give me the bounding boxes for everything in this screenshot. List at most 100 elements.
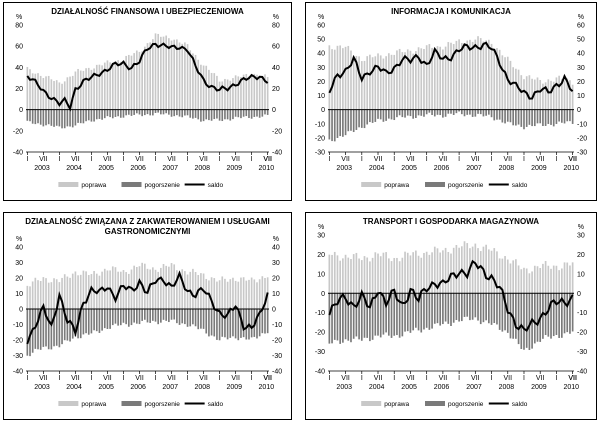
y-tick-right: 80 — [272, 23, 280, 30]
bar-poprawa — [98, 64, 101, 110]
bar-poprawa — [200, 273, 202, 309]
x-tick-month: VII — [199, 156, 208, 163]
bar-poprawa — [358, 258, 360, 294]
bar-poprawa — [409, 255, 412, 294]
bar-poprawa — [47, 282, 50, 309]
legend-swatch-pogorszenie — [121, 401, 142, 406]
bar-poprawa — [501, 258, 504, 294]
y-unit-right: % — [273, 236, 279, 243]
bar-pogorszenie — [482, 293, 485, 323]
bar-pogorszenie — [138, 109, 141, 115]
bar-pogorszenie — [479, 109, 482, 115]
bar-pogorszenie — [85, 309, 87, 334]
bar-poprawa — [488, 249, 490, 294]
bar-pogorszenie — [350, 293, 352, 343]
bar-pogorszenie — [512, 109, 515, 126]
bar-poprawa — [442, 250, 444, 294]
bar-poprawa — [103, 62, 106, 110]
bar-pogorszenie — [208, 309, 210, 337]
bar-pogorszenie — [144, 109, 146, 116]
bar-poprawa — [398, 48, 401, 110]
x-tick-month: VII — [471, 156, 480, 163]
bar-pogorszenie — [385, 109, 387, 121]
bar-poprawa — [558, 75, 560, 110]
bar-pogorszenie — [213, 309, 216, 337]
x-year-label: 2008 — [194, 384, 210, 391]
bar-poprawa — [401, 52, 404, 110]
bar-poprawa — [149, 42, 151, 110]
y-unit-left: % — [318, 14, 324, 21]
bar-poprawa — [194, 272, 197, 309]
bar-poprawa — [192, 53, 194, 110]
x-tick-month: VII — [103, 156, 112, 163]
y-tick-left: -30 — [315, 150, 325, 157]
bar-poprawa — [37, 73, 39, 110]
bar-poprawa — [186, 44, 189, 110]
bar-pogorszenie — [258, 309, 261, 337]
bar-poprawa — [539, 79, 542, 110]
bar-pogorszenie — [248, 109, 250, 119]
bar-pogorszenie — [387, 293, 390, 336]
bar-pogorszenie — [409, 293, 412, 333]
bar-poprawa — [436, 46, 439, 110]
bar-pogorszenie — [117, 309, 119, 326]
x-year-label: 2009 — [226, 165, 242, 172]
bar-pogorszenie — [242, 109, 245, 117]
chart-title: INFORMACJA I KOMUNIKACJA — [391, 7, 511, 16]
bar-poprawa — [111, 63, 114, 110]
bar-pogorszenie — [122, 309, 125, 323]
bar-pogorszenie — [498, 109, 501, 120]
bar-poprawa — [176, 39, 178, 110]
bar-pogorszenie — [447, 293, 450, 324]
bar-pogorszenie — [101, 309, 103, 331]
bar-pogorszenie — [498, 293, 501, 330]
bar-pogorszenie — [26, 309, 29, 356]
bar-poprawa — [423, 252, 425, 294]
x-tick-month: VII — [341, 375, 350, 382]
y-tick-right: -30 — [577, 150, 587, 157]
chart-title: GASTRONOMICZNYMI — [105, 227, 191, 236]
bar-pogorszenie — [186, 109, 189, 116]
bar-pogorszenie — [168, 109, 170, 115]
bar-pogorszenie — [523, 109, 525, 130]
x-tick-month: I — [90, 156, 92, 163]
bar-pogorszenie — [466, 293, 469, 317]
y-tick-right: 30 — [577, 233, 585, 240]
bar-poprawa — [550, 268, 552, 294]
bar-poprawa — [390, 54, 393, 110]
x-tick-month: VII — [536, 156, 545, 163]
bar-pogorszenie — [111, 109, 114, 119]
bar-poprawa — [71, 273, 74, 309]
bar-pogorszenie — [382, 293, 385, 335]
bar-poprawa — [119, 271, 122, 309]
bar-poprawa — [165, 265, 168, 309]
bar-poprawa — [474, 39, 477, 110]
bar-pogorszenie — [127, 109, 130, 115]
bar-poprawa — [258, 77, 261, 110]
y-tick-right: 0 — [577, 107, 581, 114]
y-tick-left: 0 — [19, 107, 23, 114]
bar-pogorszenie — [224, 109, 226, 120]
bar-poprawa — [404, 251, 406, 294]
bar-poprawa — [261, 75, 264, 110]
x-tick-month: I — [361, 375, 363, 382]
bar-poprawa — [366, 56, 369, 110]
bar-poprawa — [477, 36, 479, 110]
x-tick-month: I — [555, 375, 557, 382]
x-year-label: 2003 — [336, 384, 352, 391]
legend-label-poprawa: poprawa — [81, 182, 106, 189]
y-tick-right: 40 — [272, 245, 280, 252]
bar-poprawa — [168, 38, 170, 110]
bar-poprawa — [466, 40, 469, 110]
bar-poprawa — [331, 254, 333, 294]
bar-poprawa — [550, 80, 552, 110]
x-year-label: 2005 — [401, 165, 417, 172]
y-tick-left: -10 — [315, 121, 325, 128]
bar-pogorszenie — [458, 109, 460, 112]
bar-poprawa — [103, 268, 106, 309]
bar-pogorszenie — [333, 293, 336, 340]
bar-poprawa — [339, 260, 342, 294]
bar-pogorszenie — [496, 293, 498, 325]
bar-poprawa — [82, 70, 85, 110]
series-line-saldo — [328, 41, 574, 100]
